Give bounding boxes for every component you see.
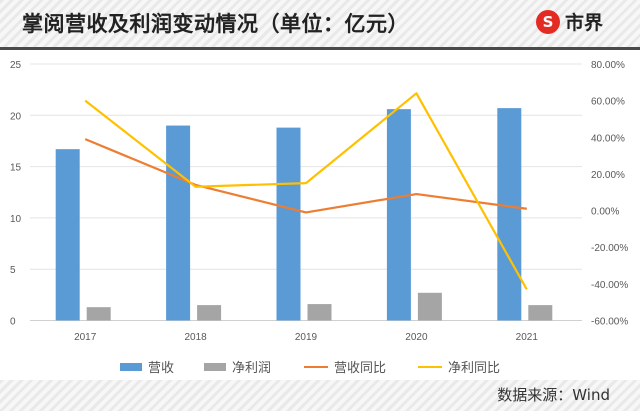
- right-axis-tick: -20.00%: [591, 243, 628, 254]
- legend-label: 净利润: [232, 361, 272, 376]
- logo-s-icon: S: [536, 9, 560, 34]
- left-axis-tick: 20: [10, 111, 22, 122]
- left-axis-tick: 25: [10, 60, 22, 71]
- data-source: 数据来源：Wind: [497, 386, 610, 404]
- legend-item-revenue: 营收: [120, 357, 174, 376]
- bar-revenue: [497, 108, 522, 321]
- right-axis-tick: 20.00%: [591, 170, 625, 181]
- bar-net-profit: [528, 305, 553, 321]
- legend-label: 营收: [148, 361, 175, 376]
- line-series: [84, 138, 527, 214]
- header-banner: 掌阅营收及利润变动情况（单位：亿元） S 市界: [0, 0, 640, 50]
- left-axis-tick: 10: [10, 214, 22, 225]
- legend-label: 净利同比: [448, 361, 501, 376]
- legend-swatch-revenue-yoy: [304, 365, 328, 368]
- x-axis-label: 2021: [516, 332, 539, 343]
- brand-logo: S 市界: [536, 8, 603, 35]
- legend-label: 营收同比: [334, 361, 387, 376]
- bar-revenue: [386, 109, 411, 321]
- x-axis-label: 2020: [405, 332, 428, 343]
- line-series: [84, 92, 528, 290]
- legend-item-profit-yoy: 净利同比: [418, 357, 500, 376]
- legend-item-net-profit: 净利润: [204, 357, 271, 376]
- x-axis-label: 2018: [184, 332, 207, 343]
- left-axis-tick: 15: [10, 163, 22, 174]
- bar-net-profit: [86, 307, 111, 321]
- left-axis-tick: 0: [10, 317, 16, 328]
- legend-item-revenue-yoy: 营收同比: [304, 357, 386, 376]
- right-axis-tick: 0.00%: [591, 207, 619, 218]
- bar-revenue: [166, 125, 191, 321]
- bar-revenue: [55, 149, 80, 321]
- legend-swatch-revenue: [120, 362, 142, 371]
- logo-text: 市界: [565, 12, 604, 34]
- legend-swatch-profit-yoy: [418, 365, 442, 368]
- right-axis-tick: -40.00%: [591, 280, 628, 291]
- combo-chart: 0 5 10 15 20 25 -60.00% -40.00% -20.00% 0.00% 20.0…: [10, 60, 628, 343]
- chart-title: 掌阅营收及利润变动情况（单位：亿元）: [22, 12, 409, 36]
- chart-legend: 营收 净利润 营收同比 净利同比: [0, 355, 640, 377]
- bar-net-profit: [197, 305, 222, 321]
- legend-swatch-net-profit: [204, 362, 226, 371]
- right-axis-tick: 80.00%: [591, 60, 625, 71]
- bar-net-profit: [417, 292, 442, 321]
- footer-banner: 数据来源：Wind: [0, 380, 640, 411]
- bar-revenue: [276, 127, 301, 321]
- x-axis-label: 2019: [295, 332, 318, 343]
- right-axis-tick: 40.00%: [591, 133, 625, 144]
- bar-net-profit: [307, 304, 332, 321]
- right-axis-tick: 60.00%: [591, 97, 625, 108]
- left-axis-tick: 5: [10, 265, 16, 276]
- right-axis-tick: -60.00%: [591, 317, 628, 328]
- x-axis-label: 2017: [74, 332, 97, 343]
